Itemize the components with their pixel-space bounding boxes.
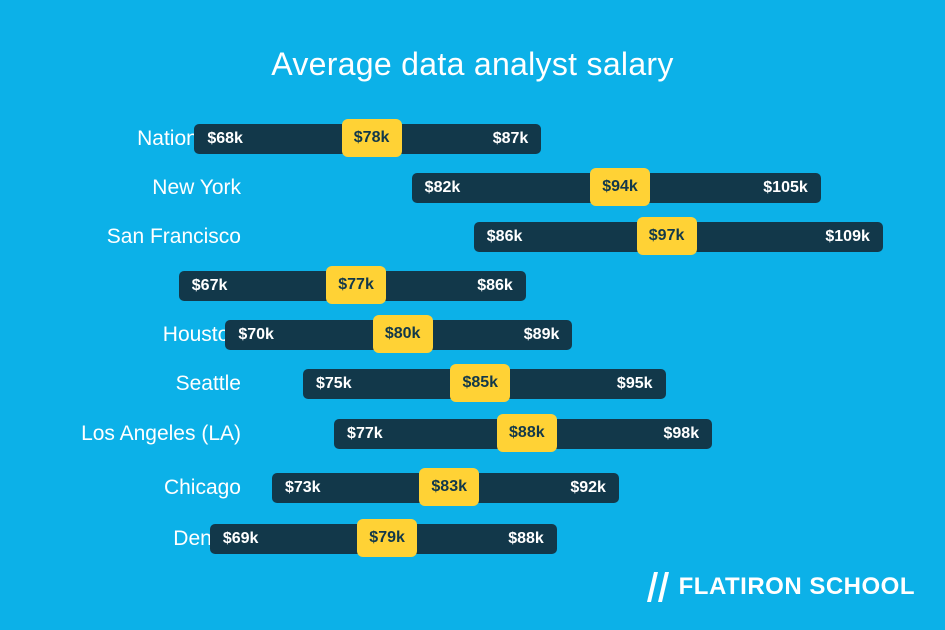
high-value-label: $88k <box>508 530 544 547</box>
chart-row: Los Angeles (LA) $77k $98k $88k <box>0 414 945 452</box>
low-value-label: $75k <box>316 375 352 392</box>
average-value-marker: $80k <box>372 315 433 353</box>
chart-row: Nationwide $68k $87k $78k <box>0 119 945 157</box>
high-value-label: $95k <box>616 375 653 392</box>
low-value-label: $68k <box>207 130 243 147</box>
logo-text: FLATIRON SCHOOL <box>678 573 915 600</box>
low-value-label: $70k <box>238 326 274 343</box>
double-slash-logo-icon <box>646 572 669 602</box>
low-value-label: $67k <box>191 277 228 294</box>
high-value-label: $105k <box>763 179 808 196</box>
chart-row: Denver $69k $88k $79k <box>0 519 945 557</box>
category-label: Los Angeles (LA) <box>81 422 241 445</box>
chart-row: San Francisco $86k $109k $97k <box>0 217 945 255</box>
low-value-label: $82k <box>424 179 461 196</box>
low-value-label: $69k <box>222 530 259 547</box>
average-value-marker: $94k <box>590 168 650 206</box>
average-value-marker: $97k <box>636 217 697 255</box>
low-value-label: $86k <box>486 228 523 245</box>
high-value-label: $86k <box>477 277 513 294</box>
chart-row: Austin$67k$86k$77k <box>0 266 945 304</box>
low-value-label: $77k <box>347 425 383 442</box>
category-label: San Francisco <box>106 225 241 248</box>
average-value-marker: $78k <box>341 119 402 157</box>
high-value-label: $87k <box>492 130 529 147</box>
category-label: Chicago <box>163 476 241 499</box>
average-value-marker: $77k <box>326 266 387 304</box>
chart-row: Chicago $73k $92k $83k <box>0 468 945 506</box>
chart-row: New York $82k $105k $94k <box>0 168 945 206</box>
average-value-marker: $83k <box>419 468 480 506</box>
high-value-label: $89k <box>523 326 560 343</box>
chart-row: Seattle $75k $95k $85k <box>0 364 945 402</box>
category-label: Seattle <box>175 372 241 395</box>
category-label: New York <box>152 176 241 199</box>
high-value-label: $92k <box>570 479 606 496</box>
chart-row: Houston $70k $89k $80k <box>0 315 945 353</box>
average-value-marker: $79k <box>357 519 418 557</box>
chart-title: Average data analyst salary <box>271 46 674 82</box>
high-value-label: $98k <box>663 425 700 442</box>
flatiron-school-logo: FLATIRON SCHOOL <box>646 572 915 602</box>
category-label: Houston <box>162 323 241 346</box>
low-value-label: $73k <box>284 479 321 496</box>
average-value-marker: $85k <box>450 364 511 402</box>
high-value-label: $109k <box>825 228 870 245</box>
average-value-marker: $88k <box>496 414 557 452</box>
